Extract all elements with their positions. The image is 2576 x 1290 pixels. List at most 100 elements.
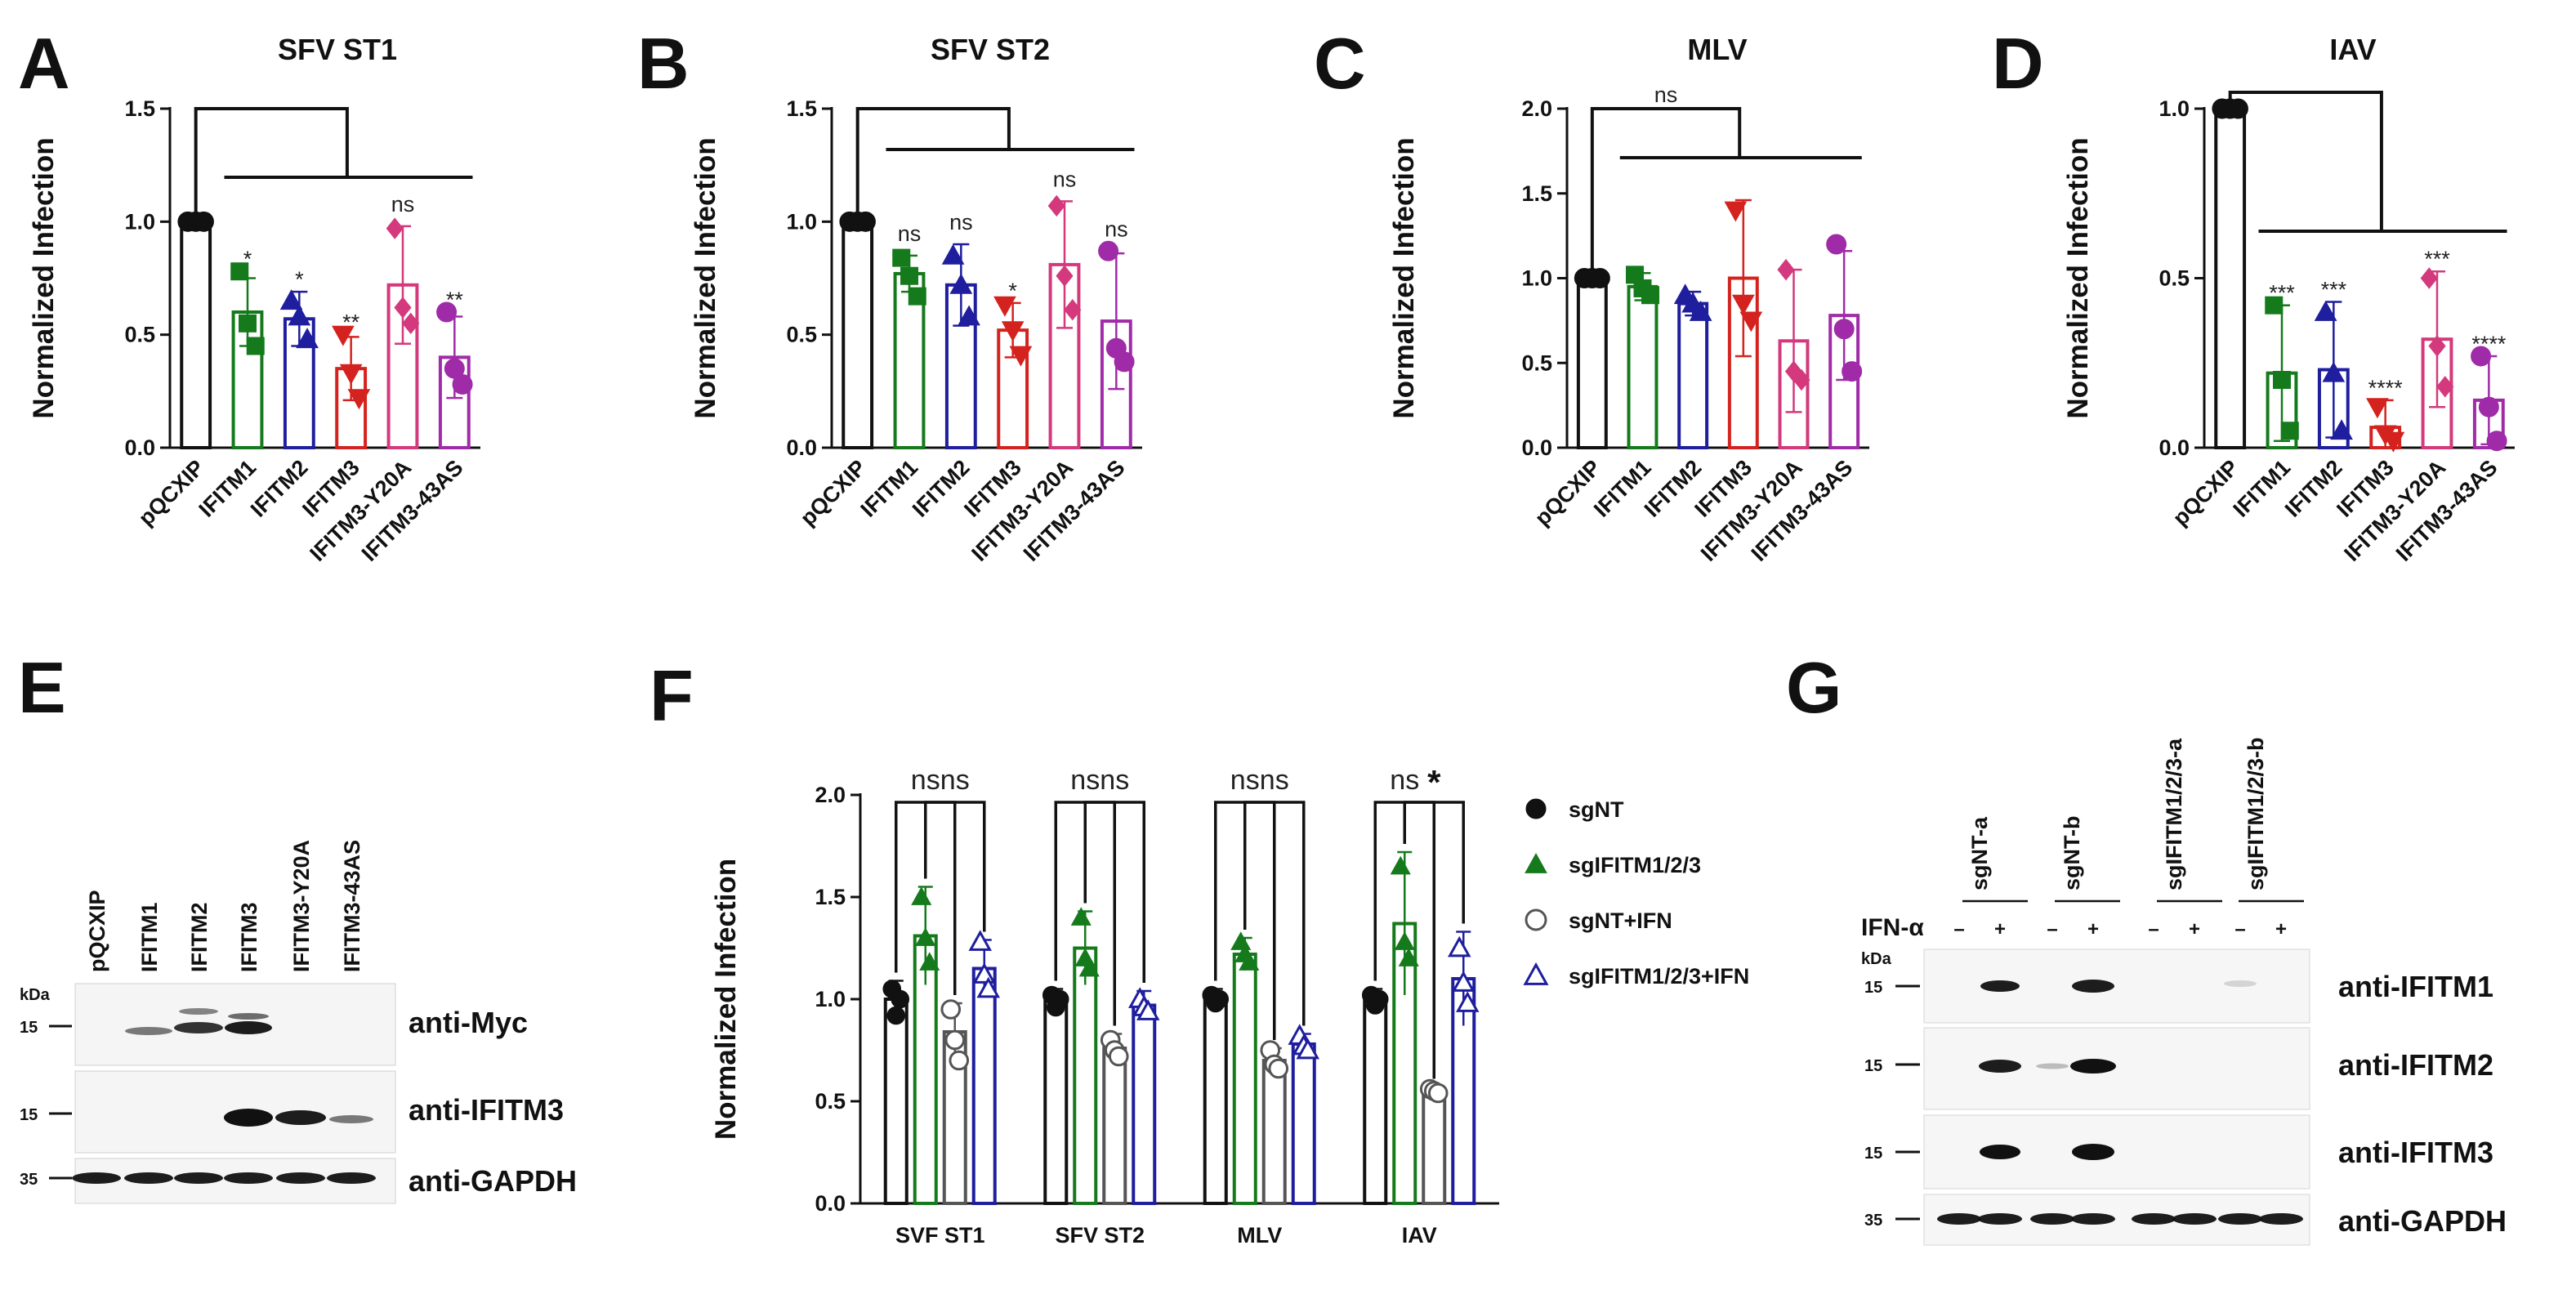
x-tick-label: pQCXIP <box>2168 455 2243 530</box>
comparison-bracket <box>855 107 1011 216</box>
y-tick-label: 0.5 <box>2159 266 2190 291</box>
panel-letter-d: D <box>1992 23 2044 104</box>
lane-label: IFITM2 <box>187 903 212 973</box>
band <box>276 1172 325 1184</box>
y-tick-label: 1.0 <box>124 209 155 234</box>
legend-label: sgNT <box>1569 797 1624 822</box>
x-tick-label: IFITM1 <box>856 455 923 522</box>
band <box>1980 1145 2020 1159</box>
antibody-label: anti-IFITM3 <box>408 1093 564 1127</box>
band <box>329 1115 373 1123</box>
significance-label: ns <box>1390 765 1419 796</box>
x-tick-label: MLV <box>1237 1223 1282 1248</box>
data-point <box>1641 286 1659 305</box>
data-point <box>1842 361 1863 382</box>
significance-label: *** <box>2424 247 2450 271</box>
data-point <box>436 301 458 323</box>
significance-label: *** <box>2269 281 2295 306</box>
significance-label: **** <box>2368 376 2404 400</box>
band <box>2072 980 2114 993</box>
data-point <box>949 1050 970 1071</box>
bar <box>1102 1047 1127 1205</box>
bar <box>180 220 212 449</box>
bar <box>2214 107 2247 449</box>
significance-label: ns <box>911 765 940 796</box>
x-tick-label: IFITM2 <box>908 455 975 522</box>
data-point <box>900 266 918 285</box>
data-point <box>2273 371 2291 389</box>
data-point <box>1826 234 1847 255</box>
data-point <box>972 962 996 984</box>
panel-letter-g: G <box>1786 647 1842 728</box>
data-point <box>2314 300 2337 321</box>
chart-title: MLV <box>1687 33 1747 66</box>
significance-label: ns <box>1105 216 1128 241</box>
data-point <box>1268 1058 1289 1079</box>
data-point <box>1050 989 1069 1009</box>
band <box>2070 1059 2116 1074</box>
bar <box>842 220 874 449</box>
bar <box>1291 1042 1316 1205</box>
panel-letter-c: C <box>1314 23 1366 104</box>
data-point <box>891 989 910 1009</box>
y-tick-label: 0.5 <box>815 1089 846 1114</box>
data-point <box>2436 376 2454 398</box>
data-point <box>941 243 965 265</box>
data-point <box>1230 931 1252 950</box>
data-point <box>1739 311 1763 333</box>
x-tick-label: IFITM1 <box>194 455 261 522</box>
y-tick-label: 0.0 <box>2159 435 2190 460</box>
band <box>2030 1213 2074 1225</box>
data-point <box>1452 971 1476 992</box>
data-point <box>332 325 355 346</box>
kda-label: kDa <box>20 986 51 1004</box>
kda-marker: 15 <box>20 1106 38 1124</box>
kda-marker: 15 <box>1864 1145 1882 1163</box>
band <box>327 1172 376 1184</box>
lane-label: IFITM3-43AS <box>340 840 364 972</box>
data-point <box>2280 422 2299 440</box>
legend-marker <box>1523 962 1549 985</box>
bar <box>1043 998 1069 1205</box>
band <box>1937 1213 1981 1225</box>
y-tick-label: 1.0 <box>1521 266 1552 291</box>
bar <box>1132 1003 1157 1205</box>
data-point <box>1239 952 1260 971</box>
bar <box>1261 1059 1287 1205</box>
legend-label: sgIFITM1/2/3 <box>1569 853 1701 877</box>
band <box>2071 1213 2115 1225</box>
ifn-sign: + <box>1994 918 2006 940</box>
band <box>224 1109 273 1127</box>
data-point <box>940 999 962 1020</box>
band <box>174 1172 223 1184</box>
data-point <box>1136 999 1160 1020</box>
significance-label: ns <box>391 192 415 216</box>
kda-marker: 35 <box>20 1171 38 1189</box>
legend-label: sgIFITM1/2/3+IFN <box>1569 964 1749 989</box>
data-point <box>2428 335 2446 357</box>
band <box>2036 1063 2069 1069</box>
data-point <box>1427 1082 1449 1104</box>
data-point <box>968 930 992 951</box>
data-point <box>1070 907 1092 926</box>
data-point <box>230 262 249 281</box>
data-point <box>1792 368 1810 391</box>
comparison-bracket <box>924 801 986 932</box>
kda-marker: 15 <box>1864 979 1882 997</box>
data-point <box>919 952 940 971</box>
data-point <box>1724 201 1748 222</box>
band <box>2224 980 2257 987</box>
data-point <box>347 389 371 410</box>
data-point <box>1098 240 1119 261</box>
chart-title: SFV ST1 <box>278 33 397 66</box>
y-tick-label: 2.0 <box>815 783 846 807</box>
data-point <box>1689 300 1712 321</box>
y-tick-label: 0.5 <box>124 323 155 347</box>
data-point <box>2330 419 2353 440</box>
y-axis-label: Normalized Infection <box>690 137 721 418</box>
bar <box>883 998 909 1205</box>
data-point <box>2478 396 2499 417</box>
y-tick-label: 1.0 <box>2159 96 2190 121</box>
data-point <box>1056 265 1074 287</box>
significance-label: ns <box>1654 83 1678 107</box>
